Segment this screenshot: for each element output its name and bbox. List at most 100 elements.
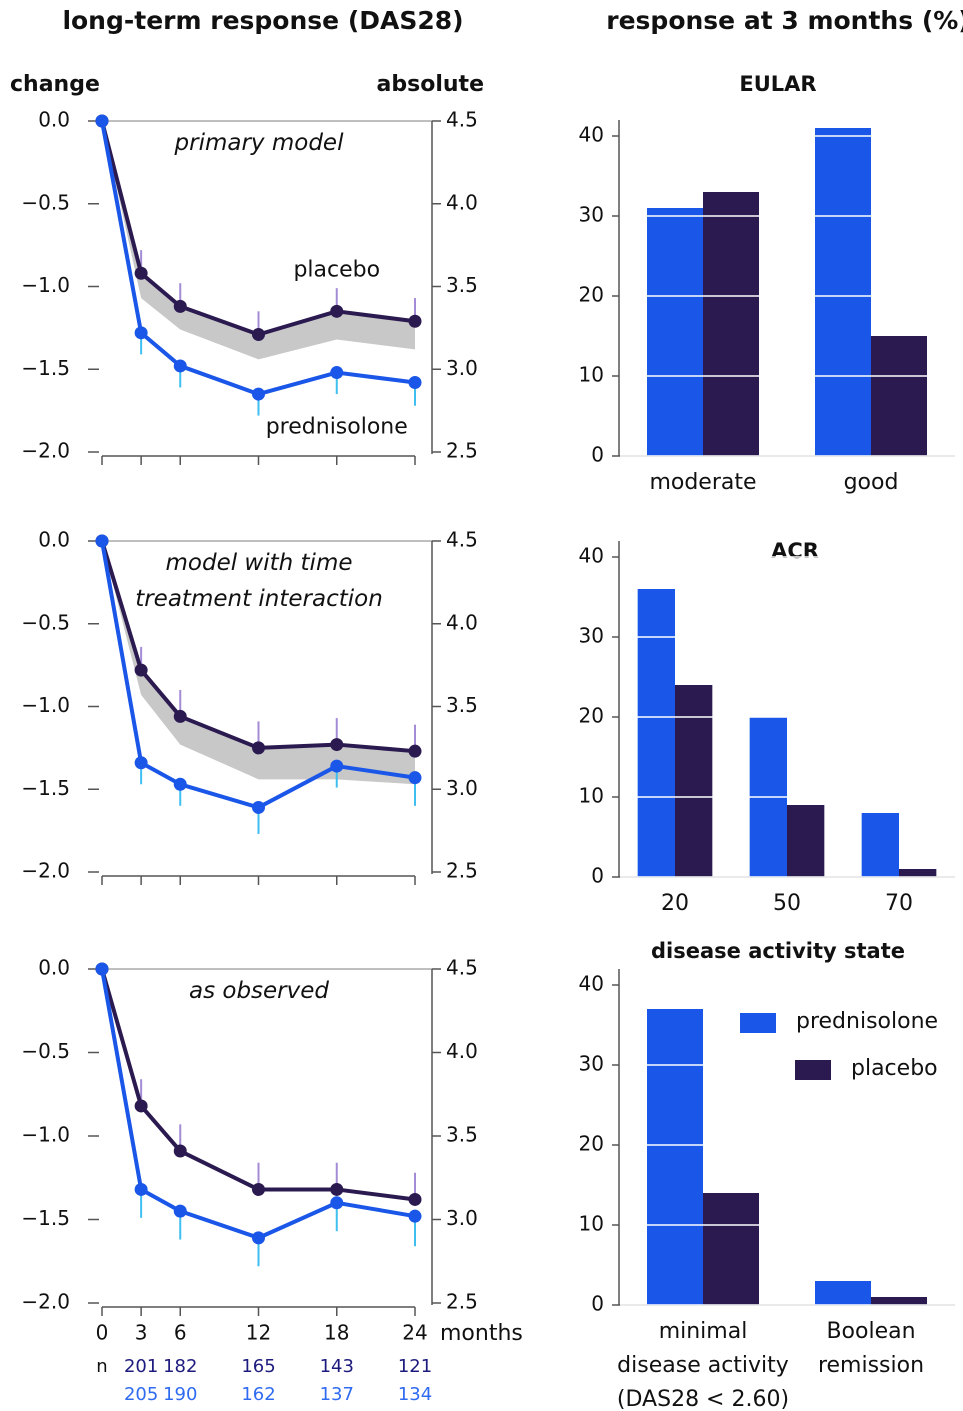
point bbox=[173, 709, 187, 723]
y2-tick-label: 3.5 bbox=[446, 273, 478, 297]
y-tick-label: −1.5 bbox=[21, 1206, 70, 1230]
y-tick-label: 30 bbox=[579, 624, 604, 648]
n-count: 190 bbox=[163, 1384, 197, 1405]
y-tick-label: −0.5 bbox=[21, 610, 70, 634]
point bbox=[173, 1144, 187, 1158]
x-tick-label: 6 bbox=[174, 1321, 187, 1345]
point bbox=[95, 962, 109, 976]
y-tick-label: 10 bbox=[579, 1212, 604, 1236]
y2-tick-label: 4.5 bbox=[446, 956, 478, 980]
chart-title: disease activity state bbox=[651, 939, 905, 963]
y-tick-label: 0.0 bbox=[38, 108, 70, 132]
point bbox=[252, 1182, 265, 1196]
band bbox=[102, 121, 415, 360]
series-line bbox=[100, 540, 416, 810]
point bbox=[134, 756, 148, 770]
point bbox=[408, 771, 422, 785]
bar bbox=[647, 1009, 703, 1305]
legend-label: prednisolone bbox=[796, 1009, 938, 1034]
y2-axis-title: absolute bbox=[377, 72, 484, 97]
y-axis-title: change bbox=[10, 72, 100, 97]
series-line bbox=[100, 968, 416, 1202]
y2-tick-label: 2.5 bbox=[446, 439, 478, 463]
legend-swatch bbox=[740, 1013, 776, 1033]
point bbox=[252, 741, 265, 755]
y2-tick-label: 3.5 bbox=[446, 1123, 478, 1147]
point bbox=[252, 387, 265, 401]
point bbox=[173, 1204, 187, 1218]
y-tick-label: 10 bbox=[579, 784, 604, 808]
point bbox=[95, 114, 109, 128]
n-count: 165 bbox=[241, 1356, 275, 1377]
y-tick-label: −1.0 bbox=[21, 1123, 70, 1147]
y2-tick-label: 3.5 bbox=[446, 693, 478, 717]
point bbox=[408, 375, 422, 389]
bar bbox=[871, 336, 927, 456]
n-count: 121 bbox=[398, 1356, 432, 1377]
y-tick-label: 20 bbox=[579, 704, 604, 728]
point bbox=[134, 326, 148, 340]
series-line bbox=[100, 968, 416, 1240]
annotation: model with time treatment interaction bbox=[135, 550, 383, 612]
y2-tick-label: 3.0 bbox=[446, 356, 478, 380]
y2-tick-label: 4.5 bbox=[446, 528, 478, 552]
y-tick-label: −0.5 bbox=[21, 190, 70, 214]
bar bbox=[647, 208, 703, 456]
x-tick-label: 24 bbox=[402, 1321, 427, 1345]
point bbox=[408, 1209, 422, 1223]
y2-tick-label: 3.0 bbox=[446, 776, 478, 800]
y-tick-label: 0 bbox=[591, 1292, 604, 1316]
y2-tick-label: 4.5 bbox=[446, 108, 478, 132]
n-count: 162 bbox=[241, 1384, 275, 1405]
bar bbox=[703, 1193, 759, 1305]
bar bbox=[815, 1281, 871, 1305]
y-tick-label: 0 bbox=[591, 864, 604, 888]
y-tick-label: 10 bbox=[579, 363, 604, 387]
x-tick-label: 18 bbox=[324, 1321, 349, 1345]
x-tick-label: minimal disease activity (DAS28 < 2.60) bbox=[616, 1319, 790, 1411]
x-tick-label: 3 bbox=[135, 1321, 148, 1345]
y-tick-label: 0.0 bbox=[38, 528, 70, 552]
point bbox=[134, 663, 148, 677]
x-tick-label: 50 bbox=[773, 891, 801, 916]
point bbox=[330, 1182, 344, 1196]
x-tick-label: 70 bbox=[885, 891, 913, 916]
point bbox=[173, 299, 187, 313]
y-tick-label: 0 bbox=[591, 443, 604, 467]
right-header: response at 3 months (%) bbox=[606, 6, 963, 35]
y-tick-label: 40 bbox=[579, 544, 604, 568]
y-tick-label: −1.5 bbox=[21, 776, 70, 800]
y-tick-label: −1.0 bbox=[21, 693, 70, 717]
y-tick-label: −2.0 bbox=[21, 859, 70, 883]
y2-tick-label: 3.0 bbox=[446, 1206, 478, 1230]
n-label: n bbox=[96, 1356, 107, 1377]
bar bbox=[861, 813, 899, 877]
y-tick-label: 30 bbox=[579, 203, 604, 227]
annotation: primary model bbox=[174, 130, 344, 156]
y-tick-label: 20 bbox=[579, 283, 604, 307]
y-tick-label: −2.0 bbox=[21, 1290, 70, 1314]
legend-swatch bbox=[795, 1060, 831, 1080]
bar bbox=[871, 1297, 927, 1305]
annotation: as observed bbox=[188, 978, 329, 1004]
point bbox=[252, 1231, 265, 1245]
point bbox=[95, 534, 109, 548]
y-tick-label: −0.5 bbox=[21, 1039, 70, 1063]
n-count: 143 bbox=[320, 1356, 354, 1377]
point bbox=[330, 1196, 344, 1210]
n-count: 182 bbox=[163, 1356, 197, 1377]
point bbox=[408, 1192, 422, 1206]
y2-tick-label: 4.0 bbox=[446, 1039, 478, 1063]
point bbox=[252, 327, 265, 341]
n-count: 201 bbox=[124, 1356, 158, 1377]
x-axis-title: months bbox=[440, 1321, 523, 1346]
series-label: prednisolone bbox=[266, 415, 408, 440]
y-tick-label: 20 bbox=[579, 1132, 604, 1156]
series-line bbox=[100, 120, 416, 337]
y2-tick-label: 2.5 bbox=[446, 859, 478, 883]
x-tick-label: good bbox=[843, 470, 899, 495]
y-tick-label: −1.5 bbox=[21, 356, 70, 380]
y-tick-label: −1.0 bbox=[21, 273, 70, 297]
